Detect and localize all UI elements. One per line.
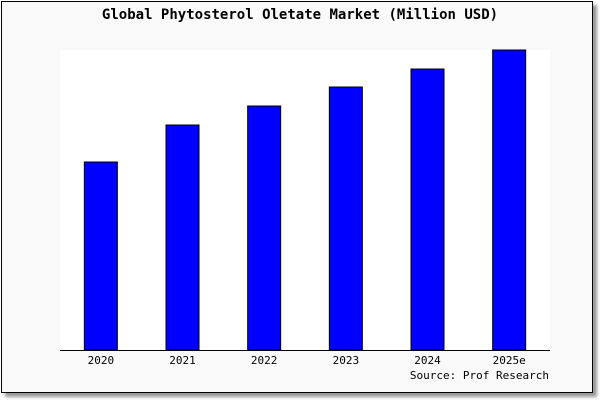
source-note: Source: Prof Research	[410, 369, 549, 382]
chart-title: Global Phytosterol Oletate Market (Milli…	[102, 7, 498, 23]
x-tick-label: 2025e	[493, 354, 526, 367]
bar-2022	[247, 105, 282, 351]
plot-area	[60, 50, 550, 350]
x-tick-label: 2024	[414, 354, 441, 367]
bar-2023	[328, 86, 363, 351]
bar-2025e	[492, 49, 527, 351]
x-tick-label: 2023	[333, 354, 360, 367]
bar-2024	[410, 68, 445, 351]
x-tick-label: 2020	[88, 354, 115, 367]
bar-2020	[83, 161, 118, 351]
x-tick-label: 2021	[169, 354, 196, 367]
bar-2021	[165, 124, 200, 351]
x-tick-label: 2022	[251, 354, 278, 367]
